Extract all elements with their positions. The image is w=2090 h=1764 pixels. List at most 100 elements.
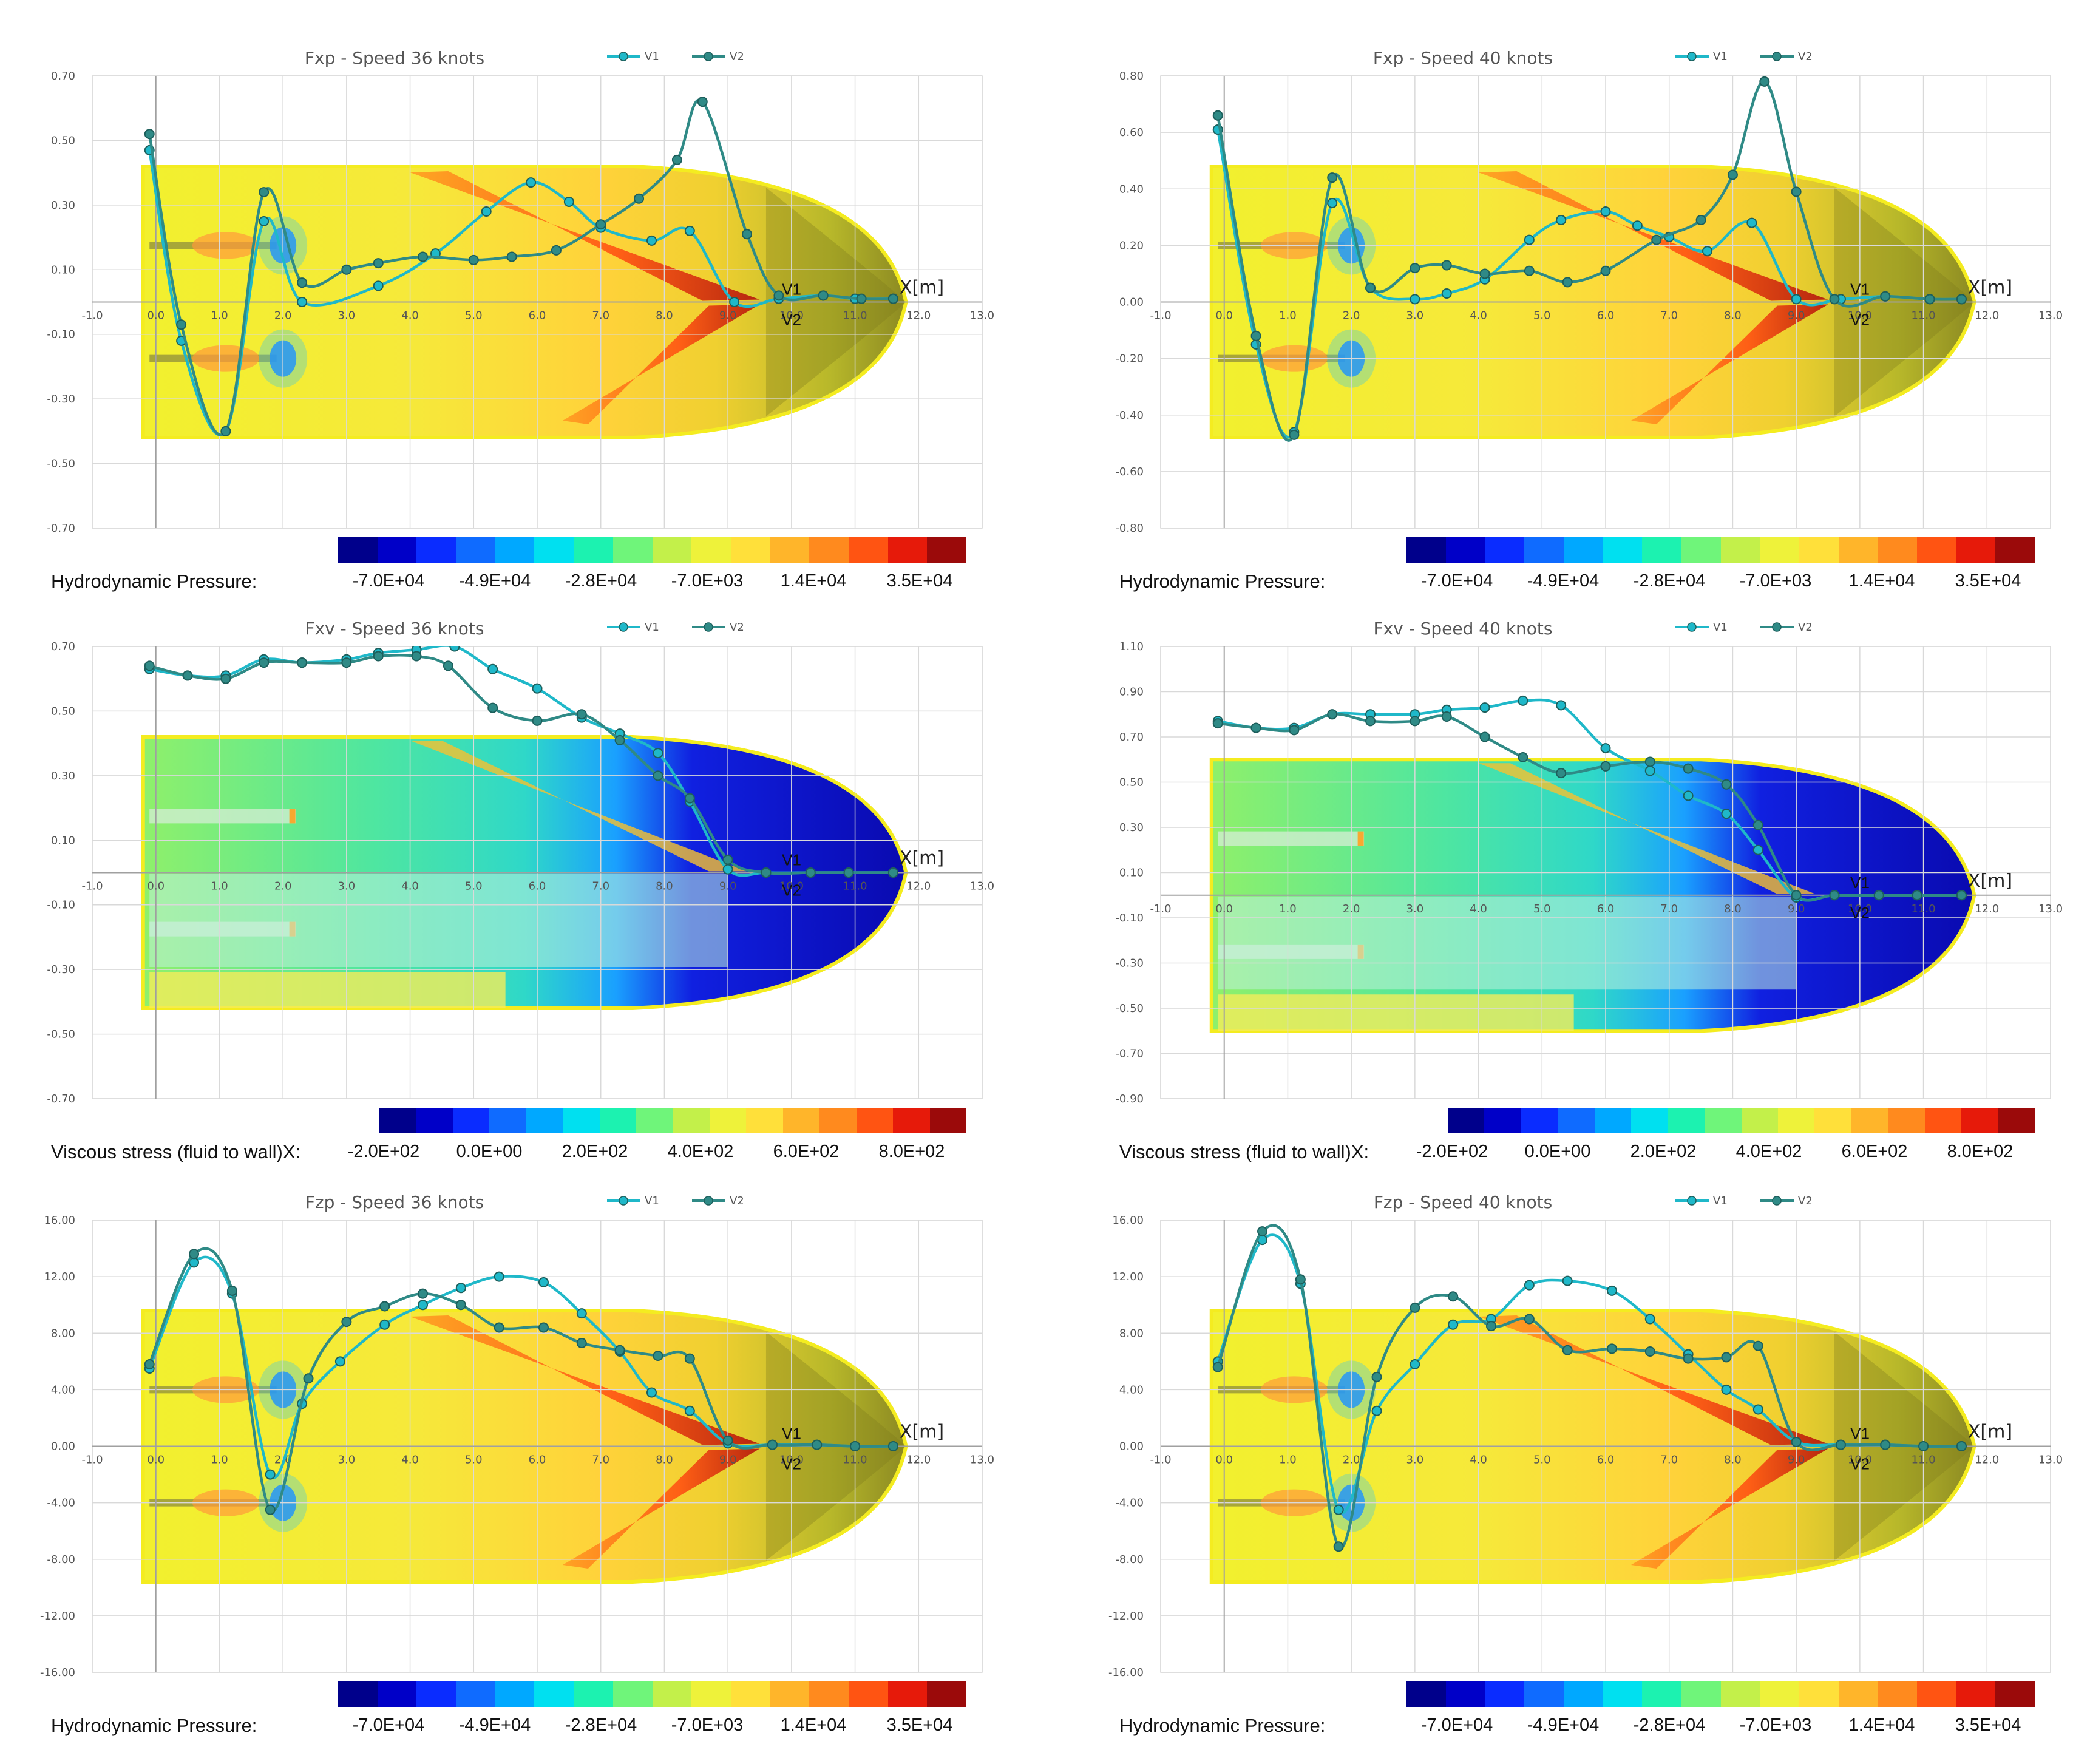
- data-point: [411, 651, 422, 662]
- data-point: [341, 1317, 352, 1328]
- colorbar-swatch: [1961, 1108, 1998, 1133]
- legend-label: V1: [645, 1195, 659, 1207]
- x-axis-label: X[m]: [900, 848, 944, 869]
- data-point: [182, 670, 193, 681]
- colorbar-title: Hydrodynamic Pressure:: [1119, 571, 1326, 592]
- colorbar: [1406, 1681, 2035, 1707]
- data-point: [538, 1277, 549, 1287]
- colorbar-swatch: [1799, 537, 1839, 563]
- data-point: [1562, 1275, 1573, 1286]
- colorbar-swatch: [1445, 537, 1485, 563]
- x-tick-label: 12.0: [906, 310, 931, 322]
- colorbar-swatch: [1603, 1681, 1643, 1707]
- data-point: [1441, 288, 1452, 299]
- data-point: [1250, 330, 1261, 341]
- y-tick-label: 8.00: [51, 1327, 75, 1340]
- data-point: [1721, 779, 1732, 790]
- data-point: [1371, 1405, 1382, 1416]
- x-tick-label: 4.0: [1470, 1454, 1487, 1467]
- x-tick-label: 1.0: [1279, 310, 1297, 322]
- colorbar-title: Viscous stress (fluid to wall)X:: [51, 1141, 301, 1162]
- data-point: [1371, 1371, 1382, 1382]
- x-tick-label: 4.0: [401, 310, 419, 322]
- x-tick-label: 10.0: [779, 310, 804, 322]
- data-point: [1912, 890, 1922, 901]
- x-tick-label: 9.0: [1788, 1454, 1805, 1467]
- x-tick-label: 6.0: [1597, 903, 1615, 915]
- data-point: [576, 1338, 587, 1349]
- y-tick-label: -16.00: [1108, 1666, 1144, 1679]
- data-point: [614, 734, 625, 745]
- data-point: [373, 280, 384, 291]
- data-point: [1695, 214, 1706, 225]
- colorbar-swatch: [1406, 537, 1446, 563]
- colorbar-swatch: [1485, 537, 1525, 563]
- data-point: [532, 683, 543, 694]
- data-point: [1524, 265, 1535, 276]
- colorbar-swatch: [495, 537, 535, 563]
- y-tick-label: 0.50: [51, 134, 75, 147]
- data-point: [843, 867, 854, 878]
- data-point: [373, 651, 384, 662]
- chart-svg: -16.00 -12.00 -8.00 -4.00 0.00 4.00 8.00 12.00 1…: [40, 1192, 994, 1679]
- x-tick-label: 5.0: [1533, 310, 1551, 322]
- colorbar-swatch: [1878, 1681, 1917, 1707]
- data-point: [887, 1441, 898, 1451]
- legend-label: V2: [730, 621, 744, 634]
- x-axis-label: X[m]: [1968, 870, 2012, 892]
- colorbar-swatch: [1705, 1108, 1742, 1133]
- data-point: [805, 867, 816, 878]
- colorbar-swatch: [1681, 1681, 1721, 1707]
- x-tick-label: 3.0: [338, 1454, 356, 1467]
- x-tick-label: 7.0: [592, 1454, 609, 1467]
- x-tick-label: 2.0: [1343, 903, 1360, 915]
- colorbar-swatch: [1916, 1681, 1956, 1707]
- colorbar-swatch: [1760, 1681, 1799, 1707]
- colorbar-swatch: [377, 537, 417, 563]
- data-point: [1486, 1321, 1497, 1332]
- colorbar-swatch: [1524, 537, 1564, 563]
- data-point: [722, 1435, 733, 1446]
- colorbar-tick-label: 6.0E+02: [773, 1142, 840, 1161]
- data-point: [144, 129, 155, 140]
- x-tick-label: 3.0: [1406, 1454, 1424, 1467]
- colorbar-swatch: [636, 1108, 673, 1133]
- data-point: [722, 854, 733, 865]
- data-point: [455, 1300, 466, 1311]
- x-tick-label: 13.0: [2038, 310, 2063, 322]
- data-point: [1556, 700, 1567, 711]
- data-point: [1441, 711, 1452, 722]
- colorbar-tick-label: -7.0E+03: [1739, 571, 1812, 591]
- data-point: [1556, 768, 1567, 779]
- colorbar-swatch: [1668, 1108, 1705, 1133]
- data-point: [684, 793, 695, 804]
- data-point: [1410, 716, 1420, 727]
- colorbar-swatch: [709, 1108, 747, 1133]
- colorbar-swatch: [1741, 1108, 1778, 1133]
- data-point: [1721, 1352, 1732, 1363]
- data-point: [1479, 731, 1490, 742]
- data-point: [487, 702, 498, 713]
- y-tick-label: 4.00: [51, 1383, 75, 1396]
- legend-label: V1: [645, 621, 659, 634]
- chart-svg: -0.90 -0.70 -0.50 -0.30 -0.10 0.10 0.30 0.50 0.7…: [1115, 619, 2063, 1105]
- data-point: [1518, 752, 1528, 763]
- data-point: [1759, 76, 1770, 87]
- colorbar-swatch: [338, 1681, 378, 1707]
- x-tick-label: -1.0: [81, 880, 103, 893]
- colorbar-swatch: [1642, 1681, 1681, 1707]
- data-point: [1524, 234, 1535, 245]
- colorbar-tick-label: 6.0E+02: [1841, 1142, 1908, 1161]
- colorbar-swatch: [1995, 1681, 2035, 1707]
- colorbar-swatch: [526, 1108, 563, 1133]
- colorbar-swatch: [887, 537, 928, 563]
- data-point: [1441, 260, 1452, 271]
- colorbar-title: Hydrodynamic Pressure:: [1119, 1715, 1326, 1736]
- colorbar-swatch: [452, 1108, 490, 1133]
- x-tick-label: 0.0: [1215, 903, 1233, 915]
- data-point: [1448, 1319, 1459, 1330]
- y-tick-label: -0.70: [47, 522, 75, 535]
- x-axis-label: X[m]: [1968, 1422, 2012, 1443]
- data-point: [297, 657, 308, 668]
- colorbar-tick-label: -2.8E+04: [565, 571, 637, 591]
